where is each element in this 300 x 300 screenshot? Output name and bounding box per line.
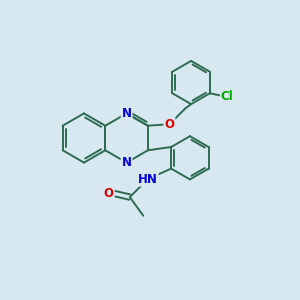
Text: HN: HN: [138, 172, 158, 186]
Text: O: O: [164, 118, 175, 131]
Text: O: O: [104, 187, 114, 200]
Text: N: N: [122, 156, 132, 169]
Text: N: N: [122, 107, 132, 120]
Text: Cl: Cl: [221, 90, 234, 104]
